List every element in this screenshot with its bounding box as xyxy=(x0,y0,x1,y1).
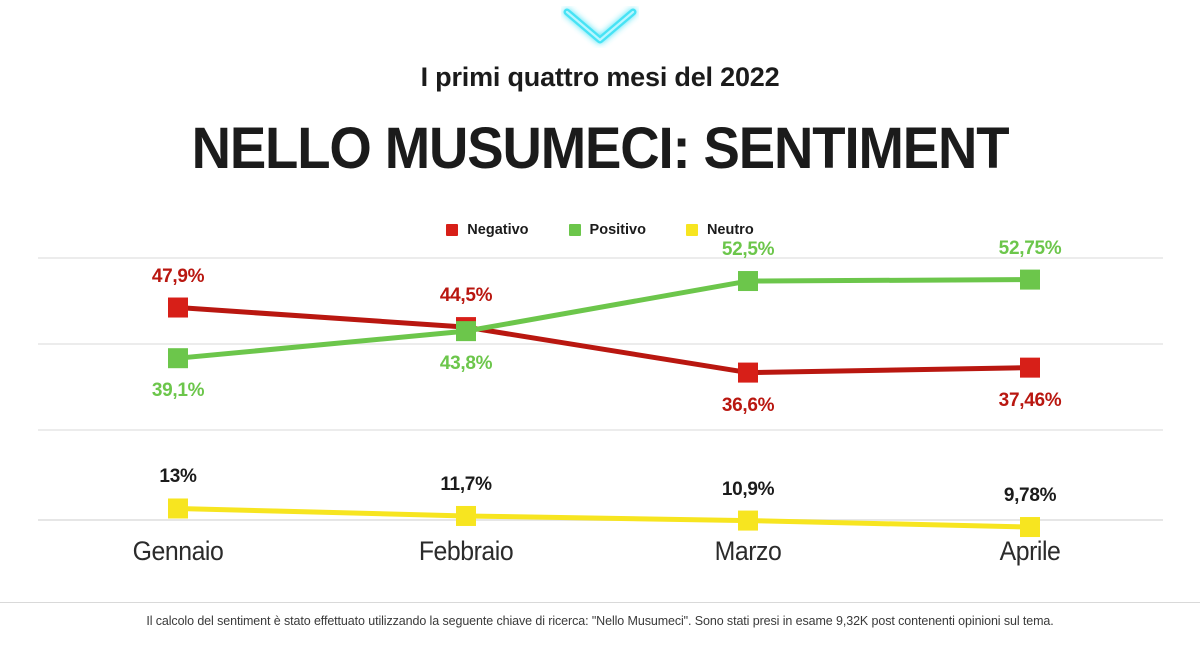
data-label-positivo-febbraio: 43,8% xyxy=(439,353,493,375)
legend-swatch-neutro xyxy=(685,224,698,236)
data-point-neutro-gennaio xyxy=(168,498,188,519)
x-tick-aprile: Aprile xyxy=(999,536,1061,566)
data-point-neutro-aprile xyxy=(1020,517,1040,538)
legend-item-positivo[interactable]: Positivo xyxy=(568,222,646,238)
series-line-positivo xyxy=(175,277,1033,361)
x-tick-marzo: Marzo xyxy=(714,536,782,566)
data-point-negativo-gennaio xyxy=(168,297,188,318)
data-label-neutro-febbraio: 11,7% xyxy=(440,473,492,495)
data-label-negativo-aprile: 37,46% xyxy=(998,389,1062,411)
page-title: NELLO MUSUMECI: SENTIMENT xyxy=(191,116,1010,181)
legend-label-positivo: Positivo xyxy=(589,222,646,238)
data-label-neutro-aprile: 9,78% xyxy=(1003,485,1057,507)
brand-logo xyxy=(0,4,1200,50)
chart-legend: Negativo Positivo Neutro xyxy=(0,222,1200,238)
data-label-negativo-gennaio: 47,9% xyxy=(151,265,205,287)
legend-item-negativo[interactable]: Negativo xyxy=(446,222,529,238)
footer-divider xyxy=(0,602,1200,603)
x-tick-gennaio: Gennaio xyxy=(132,536,224,566)
legend-label-neutro: Neutro xyxy=(706,222,754,238)
data-label-positivo-marzo: 52,5% xyxy=(721,239,775,261)
data-label-positivo-gennaio: 39,1% xyxy=(151,380,205,402)
data-point-negativo-marzo xyxy=(738,362,758,383)
legend-label-negativo: Negativo xyxy=(467,222,529,238)
chart-subtitle: I primi quattro mesi del 2022 xyxy=(420,62,780,92)
data-point-neutro-marzo xyxy=(738,510,758,531)
data-point-positivo-gennaio xyxy=(168,348,188,369)
data-label-neutro-marzo: 10,9% xyxy=(721,478,775,500)
data-label-positivo-aprile: 52,75% xyxy=(998,237,1062,259)
data-label-negativo-marzo: 36,6% xyxy=(721,394,775,416)
footer-note: Il calcolo del sentiment è stato effettu… xyxy=(146,614,1054,628)
data-point-positivo-febbraio xyxy=(456,321,476,342)
x-tick-febbraio: Febbraio xyxy=(418,536,514,566)
data-point-negativo-aprile xyxy=(1020,357,1040,378)
data-point-positivo-marzo xyxy=(738,271,758,292)
legend-swatch-positivo xyxy=(568,224,581,236)
legend-item-neutro[interactable]: Neutro xyxy=(685,222,754,238)
chevron-down-icon xyxy=(561,6,639,48)
series-line-neutro xyxy=(175,505,1033,530)
chart-x-axis: Gennaio Febbraio Marzo Aprile xyxy=(0,536,1200,576)
data-label-negativo-febbraio: 44,5% xyxy=(439,285,493,307)
data-label-neutro-gennaio: 13% xyxy=(159,466,197,488)
legend-swatch-negativo xyxy=(446,224,459,236)
data-point-negativo-febbraio xyxy=(456,317,476,338)
series-line-negativo xyxy=(175,305,1033,376)
data-point-positivo-aprile xyxy=(1020,269,1040,290)
data-point-neutro-febbraio xyxy=(456,505,476,526)
